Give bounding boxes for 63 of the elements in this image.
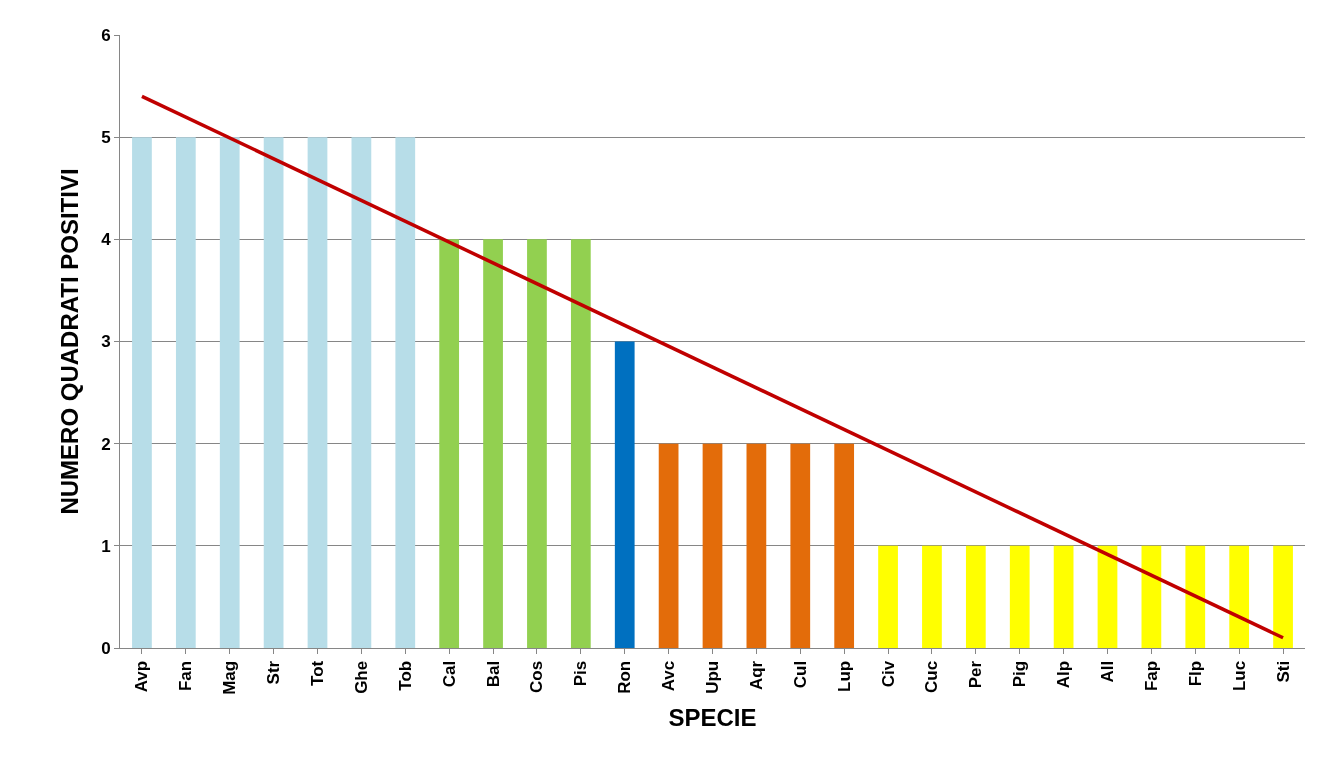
bar: [439, 239, 460, 648]
y-tick-label: 3: [101, 332, 111, 352]
x-tick-label: Cul: [790, 660, 810, 689]
y-tick-label: 4: [101, 230, 112, 250]
x-tick-label: Mag: [220, 660, 240, 695]
x-tick-label: Flp: [1185, 660, 1205, 687]
bar: [1273, 545, 1293, 648]
y-tick-label: 6: [101, 25, 111, 45]
x-tick-label: Ron: [615, 660, 635, 694]
x-tick-label: Fap: [1141, 660, 1161, 692]
bar: [658, 443, 679, 648]
bar: [922, 545, 942, 648]
x-tick-label: Avp: [132, 660, 152, 693]
bar: [395, 137, 416, 648]
bar: [483, 239, 503, 648]
x-axis-title: SPECIE: [668, 704, 757, 732]
x-tick-label: Fan: [176, 660, 196, 692]
bar: [219, 137, 240, 648]
bar: [790, 443, 811, 648]
bar: [614, 341, 635, 648]
x-tick-label: Tot: [308, 660, 328, 686]
bar: [527, 239, 547, 648]
x-tick-label: Per: [966, 660, 986, 689]
y-tick-label: 0: [101, 638, 111, 658]
y-tick-label: 5: [101, 128, 111, 148]
bar: [834, 443, 855, 648]
bar: [1097, 545, 1118, 648]
y-tick-label: 2: [101, 434, 111, 454]
x-tick-label: Bal: [483, 660, 503, 688]
x-tick-label: Civ: [878, 660, 898, 688]
bar: [175, 137, 196, 648]
x-tick-label: All: [1098, 660, 1118, 683]
bar: [351, 137, 372, 648]
bar: [1185, 545, 1206, 648]
x-tick-label: Sti: [1273, 660, 1293, 683]
y-tick-label: 1: [101, 536, 111, 556]
x-tick-label: Pis: [571, 660, 591, 687]
x-tick-label: Tob: [395, 660, 415, 691]
x-tick-label: Aqr: [746, 660, 766, 691]
x-tick-label: Cos: [527, 660, 547, 693]
bar: [570, 239, 591, 648]
bar: [1053, 545, 1074, 648]
x-tick-label: Avc: [659, 660, 679, 692]
bar: [702, 443, 723, 648]
x-tick-label: Cal: [439, 660, 459, 688]
x-tick-label: Ghe: [351, 660, 371, 694]
bar: [132, 137, 152, 648]
bar: [746, 443, 767, 648]
bar: [965, 545, 986, 648]
bar: [1229, 545, 1250, 648]
x-tick-label: Alp: [1054, 660, 1074, 689]
bar: [307, 137, 328, 648]
bar: [1141, 545, 1162, 648]
x-tick-label: Pig: [1010, 660, 1030, 688]
y-axis-title: NUMERO QUADRATI POSITIVI: [56, 168, 84, 515]
x-tick-label: Str: [264, 660, 284, 685]
x-tick-label: Cuc: [922, 660, 942, 693]
bar: [878, 545, 898, 648]
bar: [1009, 545, 1030, 648]
bar: [263, 137, 284, 648]
x-tick-label: Lup: [834, 660, 854, 692]
x-tick-label: Upu: [703, 660, 723, 694]
x-tick-label: Luc: [1229, 660, 1249, 692]
